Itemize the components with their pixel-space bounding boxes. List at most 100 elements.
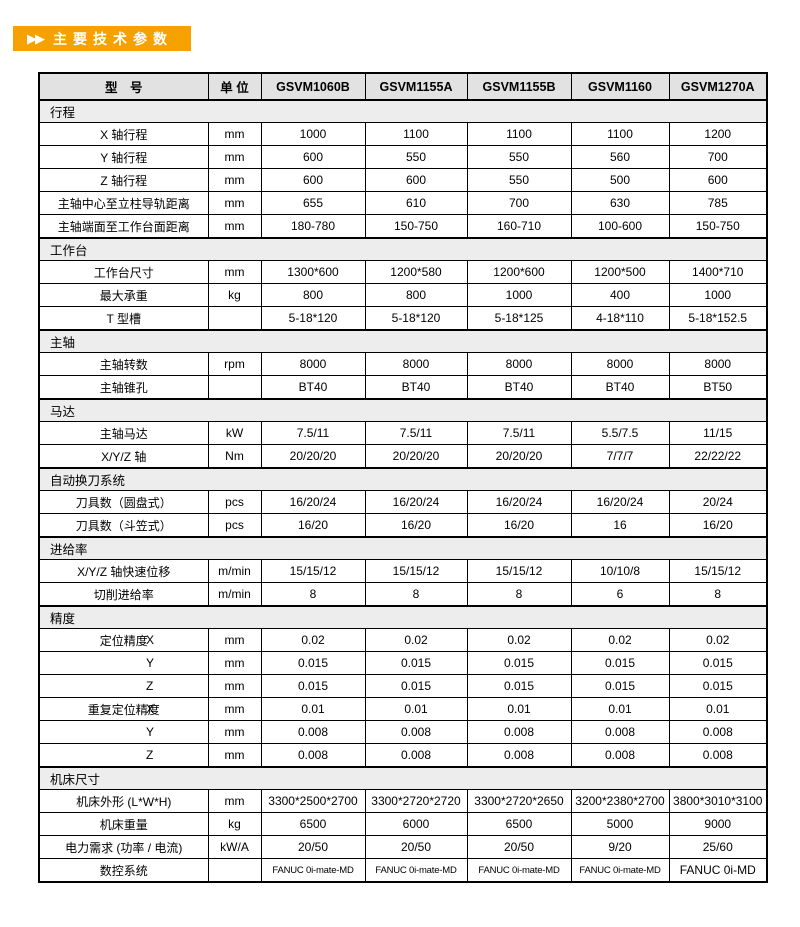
spec-label: X/Y/Z 轴 [101, 449, 147, 464]
unit-cell: mm [207, 720, 262, 744]
value-cell: 16/20/24 [364, 490, 468, 514]
value-cell: 0.02 [260, 628, 366, 652]
value-cell: 630 [570, 191, 670, 215]
value-cell: 0.01 [668, 697, 768, 721]
unit-cell: Nm [207, 444, 262, 469]
section-title: 工作台 [38, 237, 768, 261]
value-cell: 0.008 [466, 720, 572, 744]
spec-label-cell: Z [38, 743, 209, 768]
spec-row: 机床外形 (L*W*H) mm 3300*2500*2700 3300*2720*27… [38, 789, 768, 813]
axis-label: Y [146, 656, 155, 670]
section-header-row: 机床尺寸 [38, 766, 768, 790]
unit-cell: m/min [207, 559, 262, 583]
value-cell: FANUC 0i-MD [668, 858, 768, 883]
spec-row: 主轴端面至工作台面距离 mm 180-780 150-750 160-710 100-60… [38, 214, 768, 239]
value-cell: 0.02 [570, 628, 670, 652]
spec-row: 机床重量 kg 6500 6000 6500 5000 9000 [38, 812, 768, 836]
section-header-row: 精度 [38, 605, 768, 629]
value-cell: 8000 [570, 352, 670, 376]
value-cell: 180-780 [260, 214, 366, 239]
value-cell: 6500 [466, 812, 572, 836]
value-cell: 1200*580 [364, 260, 468, 284]
spec-label-cell: 机床外形 (L*W*H) [38, 789, 209, 813]
spec-label: 切削进给率 [93, 587, 154, 602]
value-cell: 0.015 [570, 651, 670, 675]
model-name-header: GSVM1160 [570, 72, 670, 101]
spec-label: 主轴转数 [99, 357, 148, 372]
section-title: 马达 [38, 398, 768, 422]
spec-label-cell: 工作台尺寸 [38, 260, 209, 284]
value-cell: 5-18*152.5 [668, 306, 768, 331]
spec-label-cell: 主轴端面至工作台面距离 [38, 214, 209, 239]
spec-row: 主轴转数 rpm 8000 8000 8000 8000 8000 [38, 352, 768, 376]
unit-cell: kg [207, 283, 262, 307]
value-cell: 16/20/24 [570, 490, 670, 514]
value-cell: 0.015 [260, 674, 366, 698]
value-cell: 6000 [364, 812, 468, 836]
value-cell: 16/20/24 [260, 490, 366, 514]
axis-label: X [146, 702, 155, 716]
value-cell: 800 [364, 283, 468, 307]
value-cell: 20/20/20 [364, 444, 468, 469]
spec-row: 最大承重 kg 800 800 1000 400 1000 [38, 283, 768, 307]
spec-label-cell: Y 轴行程 [38, 145, 209, 169]
value-cell: 1200 [668, 122, 768, 146]
section-header-row: 行程 [38, 99, 768, 123]
value-cell: 8 [260, 582, 366, 607]
value-cell: 8 [668, 582, 768, 607]
spec-row: 主轴中心至立柱导轨距离 mm 655 610 700 630 785 [38, 191, 768, 215]
value-cell: 1100 [570, 122, 670, 146]
value-cell: FANUC 0i-mate-MD [260, 858, 366, 883]
unit-cell: mm [207, 743, 262, 768]
spec-label: T 型槽 [106, 311, 141, 326]
value-cell: BT50 [668, 375, 768, 400]
value-cell: 8000 [260, 352, 366, 376]
unit-cell [207, 306, 262, 331]
axis-label: Z [146, 748, 154, 762]
value-cell: 0.008 [364, 743, 468, 768]
value-cell: 7.5/11 [466, 421, 572, 445]
unit-cell: mm [207, 168, 262, 192]
value-cell: 22/22/22 [668, 444, 768, 469]
spec-label-cell: Z [38, 674, 209, 698]
value-cell: 785 [668, 191, 768, 215]
spec-label-cell: X/Y/Z 轴 [38, 444, 209, 469]
value-cell: 20/50 [260, 835, 366, 859]
spec-label-cell: X/Y/Z 轴快速位移 [38, 559, 209, 583]
spec-row: 主轴锥孔 BT40 BT40 BT40 BT40 BT50 [38, 375, 768, 400]
axis-label: Y [146, 725, 155, 739]
value-cell: 16/20 [466, 513, 572, 538]
value-cell: 5-18*125 [466, 306, 572, 331]
value-cell: 8 [364, 582, 468, 607]
spec-label-cell: 数控系统 [38, 858, 209, 883]
section-title: 行程 [38, 99, 768, 123]
spec-label: 数控系统 [99, 863, 148, 878]
value-cell: 0.01 [466, 697, 572, 721]
value-cell: 0.008 [570, 720, 670, 744]
value-cell: 1200*500 [570, 260, 670, 284]
value-cell: 150-750 [364, 214, 468, 239]
spec-label-cell: 切削进给率 [38, 582, 209, 607]
value-cell: 25/60 [668, 835, 768, 859]
spec-label: Y 轴行程 [100, 150, 148, 165]
axis-label: X [146, 633, 155, 647]
value-cell: 1400*710 [668, 260, 768, 284]
section-header-row: 马达 [38, 398, 768, 422]
value-cell: 15/15/12 [260, 559, 366, 583]
spec-row: 工作台尺寸 mm 1300*600 1200*580 1200*600 1200*500 1… [38, 260, 768, 284]
double-arrow-icon: ▶▶ [27, 31, 45, 46]
spec-label-cell: X 轴行程 [38, 122, 209, 146]
page-title: 主要技术参数 [53, 30, 173, 47]
unit-cell: mm [207, 260, 262, 284]
value-cell: 0.015 [364, 674, 468, 698]
value-cell: 8000 [364, 352, 468, 376]
value-cell: 16/20 [260, 513, 366, 538]
value-cell: 7/7/7 [570, 444, 670, 469]
spec-row: X/Y/Z 轴快速位移 m/min 15/15/12 15/15/12 15/15/12… [38, 559, 768, 583]
value-cell: BT40 [364, 375, 468, 400]
section-title-banner: ▶▶ 主要技术参数 [13, 26, 191, 51]
